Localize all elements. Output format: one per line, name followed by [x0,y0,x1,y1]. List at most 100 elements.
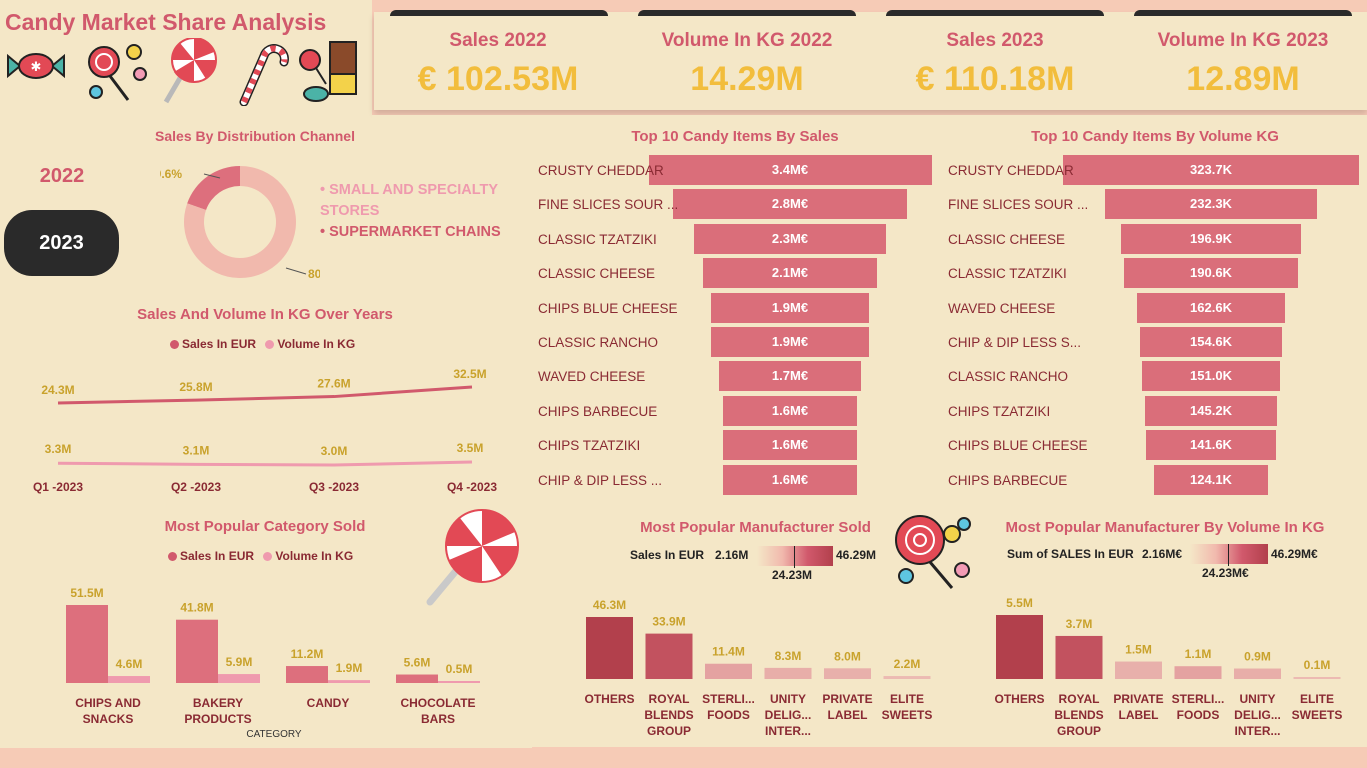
gradient-marker [794,546,795,568]
funnel-row[interactable]: 1.7M€ WAVED CHEESE [538,361,938,392]
category-tick-label: PRODUCTS [184,712,251,726]
category-volume-bar [108,676,150,683]
funnel-bar: 196.9K [1120,223,1302,254]
funnel-bar: 145.2K [1144,395,1278,426]
manufacturer-tick-label: OTHERS [994,692,1044,706]
manufacturer-tick-label: ELITE [890,692,924,706]
manufacturer-bar [824,668,871,679]
funnel-bar: 1.6M€ [723,464,857,495]
funnel-row[interactable]: 2.8M€ FINE SLICES SOUR ... [538,189,938,220]
funnel-row[interactable]: 141.6K CHIPS BLUE CHEESE [948,430,1363,461]
wrapped-candy-icon: ✱ [7,53,65,79]
lollipops-icon [88,44,147,101]
distribution-donut: 19.6% 80.4% [160,166,320,281]
funnel-bar: 3.4M€ [648,155,932,185]
funnel-item-name: CHIPS BARBECUE [948,472,1068,488]
manufacturer-bar [1174,666,1222,679]
funnel-item-name: CLASSIC TZATZIKI [538,231,657,247]
manufacturer-bar [586,617,633,679]
funnel-row[interactable]: 1.6M€ CHIPS BARBECUE [538,395,938,426]
kpi-volume-2023-label: Volume In KG 2023 [1157,30,1329,51]
manufacturer-bar [645,633,693,679]
funnel-row[interactable]: 190.6K CLASSIC TZATZIKI [948,258,1363,289]
manufacturer-bar [705,663,752,679]
manufacturer-bar [883,676,931,679]
legend-item-supermarket: • SUPERMARKET CHAINS [320,224,501,240]
category-volume-label: 1.9M [336,661,363,675]
funnel-bar: 1.6M€ [723,430,857,461]
sales-data-label: 25.8M [179,380,212,394]
funnel-row[interactable]: 3.4M€ CRUSTY CHEDDAR [538,155,938,185]
year-option-2022[interactable]: 2022 [39,165,85,187]
volume-legend-dot [263,552,273,562]
funnel-row[interactable]: 145.2K CHIPS TZATZIKI [948,395,1363,426]
manufacturer-tick-label: INTER... [1234,724,1280,738]
funnel-row[interactable]: 162.6K WAVED CHEESE [948,292,1363,323]
category-sales-label: 11.2M [291,647,324,661]
page-title: Candy Market Share Analysis [5,9,327,35]
category-volume-label: 0.5M [446,662,473,676]
manufacturer-tick-label: DELIG... [1234,708,1281,722]
funnel-row[interactable]: 323.7K CRUSTY CHEDDAR [948,155,1363,185]
category-tick-label: CHIPS AND [75,696,141,710]
quarter-tick-label: Q4 -2023 [447,480,497,494]
manufacturer-bar [1055,635,1103,679]
manufacturer-value-label: 8.3M [775,649,802,663]
funnel-item-name: CLASSIC RANCHO [538,335,659,350]
manufacturer-sales-mid: 24.23M [772,568,813,582]
funnel-bar: 151.0K [1141,361,1281,392]
funnel-row[interactable]: 232.3K FINE SLICES SOUR ... [948,189,1363,220]
manufacturer-sales-gradient-label: Sales In EUR [630,548,705,562]
sales-legend-dot [170,340,179,350]
manufacturer-sales-gradient [757,546,833,566]
years-chart-legend: Sales In EUR Volume In KG [170,337,355,351]
manufacturer-tick-label: FOODS [1177,708,1220,722]
volume-legend-dot [265,340,275,350]
funnel-bar: 190.6K [1123,258,1299,289]
funnel-item-name: CHIP & DIP LESS S... [948,335,1082,350]
manufacturer-tick-label: PRIVATE [822,692,872,706]
donut-slice-label: 19.6% [160,167,182,181]
manufacturer-volume-mid: 24.23M€ [1202,566,1249,580]
funnel-row[interactable]: 1.6M€ CHIP & DIP LESS ... [538,464,938,495]
manufacturer-volume-chart: 5.5M OTHERS 3.7M ROYAL BLENDS GROUP 1.5M PRIVAT… [994,596,1342,738]
manufacturer-tick-label: DELIG... [765,708,812,722]
funnel-row[interactable]: 154.6K CHIP & DIP LESS S... [948,327,1363,357]
funnel-row[interactable]: 1.6M€ CHIPS TZATZIKI [538,430,938,461]
distribution-legend: • SMALL AND SPECIALTY STORES • SUPERMARK… [320,180,520,243]
category-volume-bar [438,681,480,683]
funnel-row[interactable]: 2.3M€ CLASSIC TZATZIKI [538,223,938,254]
manufacturer-value-label: 2.2M [894,657,921,671]
funnel-item-name: CRUSTY CHEDDAR [948,163,1074,178]
manufacturer-bar [764,667,812,679]
manufacturer-tick-label: OTHERS [584,692,634,706]
category-tick-label: CANDY [307,696,350,710]
manufacturer-tick-label: FOODS [707,708,750,722]
category-chart-legend: Sales In EUR Volume In KG [168,549,353,563]
funnel-bar: 2.8M€ [673,189,907,220]
manufacturer-tick-label: ROYAL [649,692,690,706]
year-option-2023[interactable]: 2023 [4,210,119,276]
funnel-row[interactable]: 1.9M€ CHIPS BLUE CHEESE [538,292,938,323]
manufacturer-value-label: 3.7M [1066,617,1093,631]
swirl-lollipop-icon [426,509,519,606]
funnel-row[interactable]: 2.1M€ CLASSIC CHEESE [538,258,938,289]
top-volume-title: Top 10 Candy Items By Volume KG [1031,128,1279,145]
funnel-row[interactable]: 124.1K CHIPS BARBECUE [948,464,1363,495]
manufacturer-tick-label: ROYAL [1059,692,1100,706]
funnel-row[interactable]: 1.9M€ CLASSIC RANCHO [538,327,938,357]
category-tick-label: SNACKS [83,712,134,726]
candy-icons: ✱ [7,38,357,106]
manufacturer-volume-gradient [1190,544,1268,564]
funnel-item-name: WAVED CHEESE [538,369,646,385]
manufacturer-tick-label: BLENDS [1054,708,1103,722]
funnel-row[interactable]: 151.0K CLASSIC RANCHO [948,361,1363,392]
sales-data-label: 32.5M [453,367,486,381]
category-tick-label: BAKERY [193,696,243,710]
kpi-volume-2023-value: 12.89M [1186,60,1300,98]
manufacturer-value-label: 0.9M [1244,650,1271,664]
funnel-row[interactable]: 196.9K CLASSIC CHEESE [948,223,1363,254]
category-sales-bar [286,666,328,683]
funnel-item-name: CLASSIC CHEESE [538,266,656,282]
leader-line [203,173,221,179]
